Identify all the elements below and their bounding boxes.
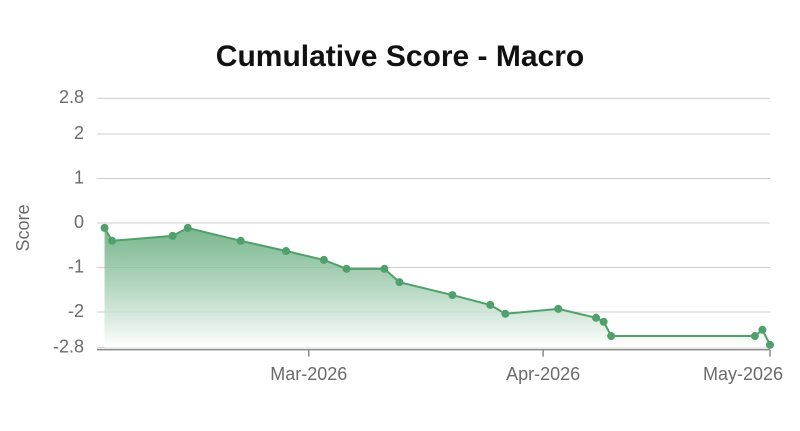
y-tick-label: 1 <box>74 167 84 187</box>
point <box>758 325 767 334</box>
point <box>183 223 192 232</box>
x-tick-label: May-2026 <box>703 364 783 384</box>
chart-title: Cumulative Score - Macro <box>216 40 584 73</box>
point <box>501 309 510 318</box>
y-tick-label: -2 <box>68 301 84 321</box>
point <box>448 291 457 300</box>
x-tick-label: Apr-2026 <box>506 364 580 384</box>
point <box>108 236 117 245</box>
point <box>168 231 177 240</box>
point <box>395 278 404 287</box>
point <box>100 223 109 232</box>
point <box>750 332 759 341</box>
y-tick-label: -2.8 <box>53 336 84 356</box>
point <box>342 264 351 273</box>
y-tick-label: 2 <box>74 123 84 143</box>
point <box>599 317 608 326</box>
area <box>104 227 771 348</box>
point <box>486 300 495 309</box>
y-tick-label: -1 <box>68 256 84 276</box>
point <box>766 340 774 349</box>
point <box>282 247 291 256</box>
point <box>319 255 328 264</box>
point <box>592 313 601 322</box>
point <box>236 236 245 245</box>
point <box>554 304 563 313</box>
point <box>380 264 389 273</box>
point <box>607 332 616 341</box>
y-tick-label: 2.8 <box>59 87 84 107</box>
y-tick-label: 0 <box>74 212 84 232</box>
y-axis-label: Score <box>13 204 33 251</box>
x-tick-label: Mar-2026 <box>270 364 347 384</box>
